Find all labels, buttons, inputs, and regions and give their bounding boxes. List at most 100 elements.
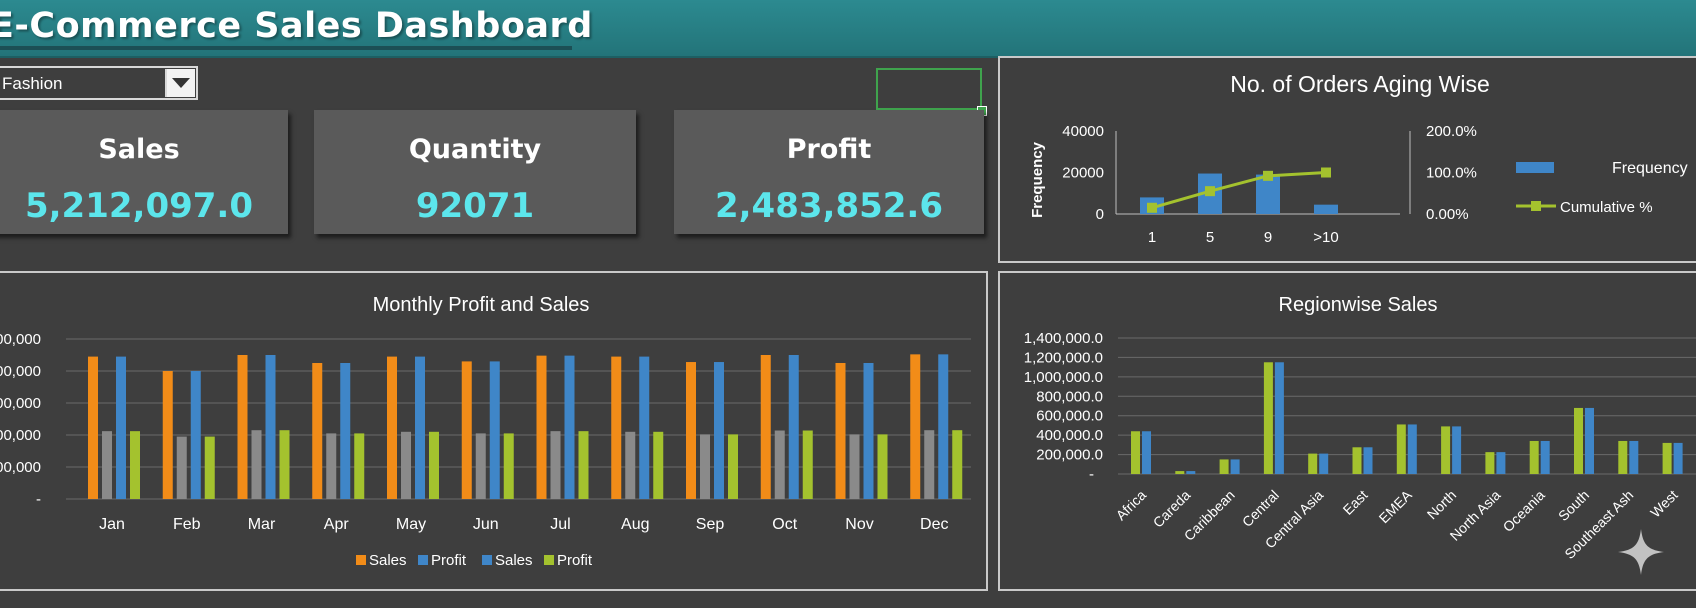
- kpi-card-profit: Profit 2,483,852.6: [674, 110, 984, 234]
- monthly-x-tick: Jan: [99, 516, 125, 533]
- aging-cumulative-point: [1321, 167, 1331, 178]
- region-y-tick: 600,000.0: [1036, 408, 1103, 425]
- monthly-bar: [686, 362, 696, 499]
- region-bar: [1396, 424, 1406, 474]
- dashboard-title: E-Commerce Sales Dashboard: [0, 6, 593, 46]
- region-x-tick: East: [1339, 487, 1370, 518]
- region-x-tick: South: [1555, 487, 1592, 524]
- monthly-bar: [728, 434, 738, 499]
- kpi-sales-value: 5,212,097.0: [24, 186, 253, 226]
- monthly-x-tick: Oct: [772, 516, 797, 533]
- monthly-bar: [877, 434, 888, 499]
- region-y-tick: 1,400,000.0: [1024, 330, 1103, 347]
- monthly-bar: [340, 363, 351, 499]
- monthly-bar: [700, 434, 710, 499]
- region-chart: Regionwise Sales - 200,000.0 400,000.0 600,…: [1024, 294, 1696, 562]
- monthly-legend-label: Profit: [557, 552, 593, 569]
- region-bar: [1363, 447, 1373, 474]
- region-bar: [1496, 452, 1506, 474]
- monthly-legend-label: Sales: [495, 552, 533, 569]
- monthly-bar: [461, 361, 472, 499]
- monthly-y-tick: 00,000: [0, 427, 41, 444]
- monthly-bar: [102, 431, 112, 499]
- aging-x-tick: >10: [1313, 229, 1338, 246]
- aging-y-tick: 40000: [1062, 123, 1104, 140]
- region-bar: [1585, 407, 1594, 474]
- monthly-bar: [415, 356, 425, 499]
- aging-chart-panel[interactable]: No. of Orders Aging Wise Frequency 0 2000…: [998, 56, 1696, 263]
- monthly-bar: [401, 431, 411, 499]
- monthly-bar: [611, 356, 622, 499]
- region-x-tick: Oceania: [1500, 487, 1548, 535]
- monthly-bar: [849, 434, 860, 499]
- monthly-legend-swatch: [544, 555, 554, 565]
- monthly-bar: [429, 431, 439, 499]
- region-y-tick: 1,000,000.0: [1024, 369, 1103, 386]
- region-bar: [1319, 453, 1329, 474]
- monthly-x-tick: Jun: [473, 516, 499, 533]
- kpi-card-quantity: Quantity 92071: [314, 110, 636, 234]
- monthly-bar: [536, 355, 547, 499]
- region-bar: [1219, 459, 1229, 474]
- dropdown-arrow-button[interactable]: [165, 69, 195, 97]
- monthly-bar: [204, 436, 215, 499]
- region-y-tick: 200,000.0: [1036, 447, 1103, 464]
- monthly-y-tick: 00,000: [0, 331, 41, 348]
- selected-cell[interactable]: [876, 68, 982, 110]
- monthly-bar: [475, 433, 486, 499]
- region-bar: [1407, 424, 1417, 474]
- region-bar: [1662, 442, 1672, 474]
- monthly-bar: [774, 430, 785, 499]
- kpi-sales-label: Sales: [98, 134, 180, 165]
- aging-y2-tick: 0.00%: [1426, 206, 1469, 223]
- monthly-bar: [938, 354, 949, 499]
- aging-bar: [1256, 174, 1280, 214]
- monthly-legend-swatch: [418, 555, 428, 565]
- category-filter-value: Fashion: [2, 74, 63, 93]
- region-x-tick: EMEA: [1376, 486, 1416, 526]
- region-x-tick: North: [1424, 487, 1460, 523]
- monthly-y-tick: 00,000: [0, 363, 41, 380]
- region-y-tick: 400,000.0: [1036, 427, 1103, 444]
- region-bar: [1529, 440, 1539, 474]
- monthly-bar: [489, 361, 500, 499]
- aging-x-tick: 9: [1264, 229, 1272, 246]
- region-bar: [1618, 440, 1628, 474]
- monthly-legend-label: Profit: [431, 552, 467, 569]
- monthly-x-tick: Feb: [173, 516, 201, 533]
- aging-chart: No. of Orders Aging Wise Frequency 0 2000…: [1029, 71, 1688, 246]
- monthly-bar: [639, 356, 650, 499]
- aging-cumulative-line: [1151, 171, 1327, 210]
- kpi-profit-value: 2,483,852.6: [714, 186, 943, 226]
- region-bar: [1485, 452, 1495, 474]
- region-bar: [1230, 459, 1240, 474]
- aging-cumulative-point: [1147, 202, 1157, 213]
- aging-x-tick: 5: [1206, 229, 1214, 246]
- monthly-x-tick: Jul: [550, 516, 570, 533]
- aging-y-tick: 0: [1096, 206, 1104, 223]
- region-bar: [1441, 426, 1451, 474]
- monthly-bar: [550, 431, 561, 499]
- kpi-card-sales: Sales 5,212,097.0: [0, 110, 288, 234]
- monthly-bar: [503, 433, 514, 499]
- monthly-x-tick: Nov: [845, 516, 873, 533]
- aging-y-axis-label: Frequency: [1029, 141, 1046, 218]
- monthly-y-tick: 00,000: [0, 395, 41, 412]
- category-filter-dropdown[interactable]: Fashion: [0, 66, 198, 100]
- monthly-bar: [760, 355, 771, 499]
- region-bar: [1186, 471, 1196, 474]
- title-underline: [0, 46, 572, 50]
- region-x-tick: Central: [1239, 487, 1282, 530]
- monthly-chart-panel[interactable]: Monthly Profit and Sales - 00,000 00,000 00…: [0, 271, 988, 591]
- monthly-bar: [162, 371, 173, 499]
- region-bar: [1274, 362, 1284, 474]
- monthly-chart: Monthly Profit and Sales - 00,000 00,000 00…: [0, 294, 971, 569]
- region-chart-panel[interactable]: Regionwise Sales - 200,000.0 400,000.0 600,…: [998, 271, 1696, 591]
- monthly-bar: [237, 355, 248, 499]
- legend-frequency-swatch: [1516, 162, 1554, 173]
- monthly-x-tick: Apr: [324, 516, 350, 533]
- aging-y-tick: 20000: [1062, 165, 1104, 182]
- monthly-bar: [802, 430, 813, 499]
- monthly-bar: [952, 430, 963, 499]
- region-bar: [1352, 447, 1362, 474]
